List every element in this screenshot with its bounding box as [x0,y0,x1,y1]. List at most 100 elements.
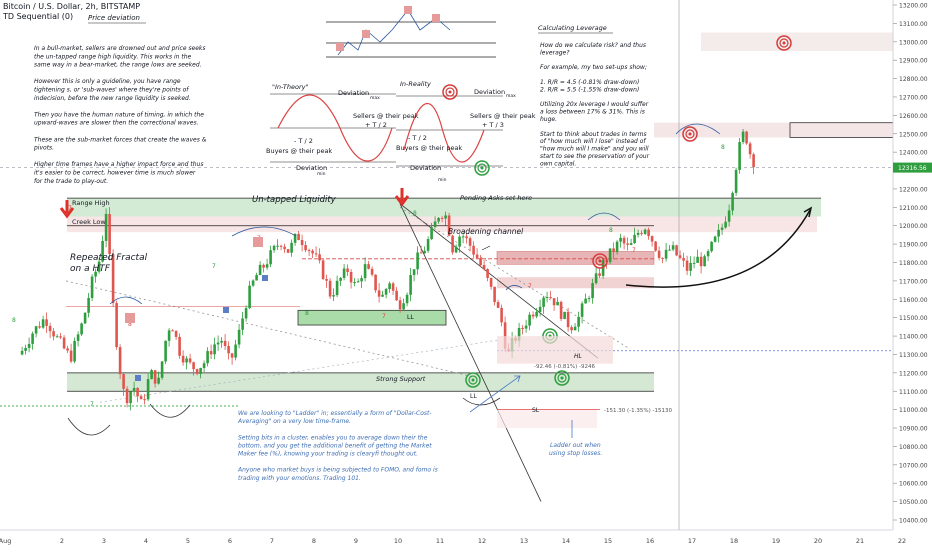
candle-body [454,246,458,253]
time-tick-label: 18 [730,537,738,545]
price-tick-label: 12400.00 [899,150,928,157]
time-tick-label: 3 [102,537,106,545]
candle-body [335,280,339,296]
price-tick-label: 12000.00 [899,223,928,230]
candle-body [426,239,430,251]
indicator-title[interactable]: TD Sequential (0) [3,12,74,21]
candle-body [573,326,577,331]
candle-body [48,325,52,332]
candle-body [31,333,34,344]
candle-body [220,340,223,343]
candle-body [279,245,283,247]
price-tick-label: 11200.00 [899,370,928,377]
candle-body [353,282,356,284]
red-down-arrow-1 [59,200,75,219]
candle-body [269,250,272,265]
candle-body [157,377,160,384]
arc-stub [481,245,491,251]
ladder-line: Anyone who market buys is being subjecte… [237,467,438,474]
candle-body [370,268,374,275]
candle-body [223,340,227,347]
candle-body [332,295,335,297]
candle-body [381,294,384,297]
candle-body [377,290,381,297]
theory-max-sub: max [370,96,380,101]
price-tick-label: 10500.00 [899,499,928,506]
candle-body [675,245,678,256]
price-tick-label: 10800.00 [899,444,928,451]
drawdown-box-1 [497,336,613,364]
sl-label: SL [532,407,540,414]
calc-line: start to see the preservation of your [540,153,650,160]
td-label: 7 [90,401,94,408]
red-down-arrow-2 [394,188,410,207]
left-note-line: Then you have the human nature of timing… [34,111,204,118]
candle-body [97,261,101,272]
target-circle-peak-inner [685,129,695,139]
time-tick-label: 20 [814,537,822,545]
td-label: 8 [305,310,309,317]
candle-body [129,391,132,404]
candle-body [55,336,59,338]
left-note-line: Higher time frames have a higher impact … [34,161,204,168]
forecast-arrow [625,209,811,288]
candle-body [101,240,104,262]
left-note-line: tightening s, or 'sub-waves' where they'… [34,87,189,94]
candle-body [66,348,69,351]
target-circle-red-1-dot [598,259,602,263]
candle-body [206,351,209,364]
reality-target-green [474,160,490,176]
time-tick-label: 6 [228,537,232,545]
candle-body [552,298,556,306]
candle-body [195,369,199,374]
left-note-line: it's easier to be correct, however time … [34,170,196,177]
price-tick-label: 13200.00 [899,3,928,10]
candle-body [734,169,738,193]
drawdown-2-label: -151.30 (-1.35%) -15130 [604,408,672,414]
candle-body [286,249,290,253]
time-tick-label: 9 [354,537,358,545]
diag-dotted-2 [65,280,481,379]
repeated-fractal-line1: Repeated Fractal [70,253,148,263]
time-tick-label: 21 [856,537,864,545]
arc-blue-4 [675,123,721,135]
candle-body [563,311,566,319]
price-tick-label: 10700.00 [899,462,928,469]
candle-body [412,269,416,276]
candle-body [664,249,668,259]
price-tick-label: 11500.00 [899,315,928,322]
candle-body [475,254,479,259]
time-tick-label: 12 [478,537,486,545]
candle-body [374,274,377,291]
untapped-liquidity-zone [67,198,821,217]
reality-sellers-label: Sellers @ their peak [470,112,536,120]
target-circle-green-2-inner [557,373,567,383]
in-reality-label: In-Reality [400,80,431,88]
target-zone-1 [654,122,893,138]
candle-body [241,318,244,330]
target-zone-2 [701,32,893,51]
candle-body [150,370,153,380]
broadening-resist-box-1 [496,251,655,265]
target-circle-green-2 [554,370,570,386]
candle-body [650,236,654,242]
candle-body [419,252,423,254]
candle-body [661,257,664,259]
symbol-title[interactable]: Bitcoin / U.S. Dollar, 2h, BITSTAMP [3,2,141,11]
candle-body [52,331,55,337]
target-circle-green-3-inner [468,375,478,385]
candle-body [388,283,391,290]
candle-body [83,312,87,324]
candle-body [409,275,412,295]
candle-body [237,329,241,345]
ll-label-2: LL [470,393,477,400]
left-note-line: for the trade to play-out. [34,178,108,185]
candle-body [24,347,27,351]
price-deviation-title: Price deviation [88,14,140,22]
candle-body [398,300,402,310]
candle-body [251,280,255,286]
time-tick-label: 15 [604,537,612,545]
price-tick-label: 11600.00 [899,297,928,304]
td-label: 7 [382,313,386,320]
